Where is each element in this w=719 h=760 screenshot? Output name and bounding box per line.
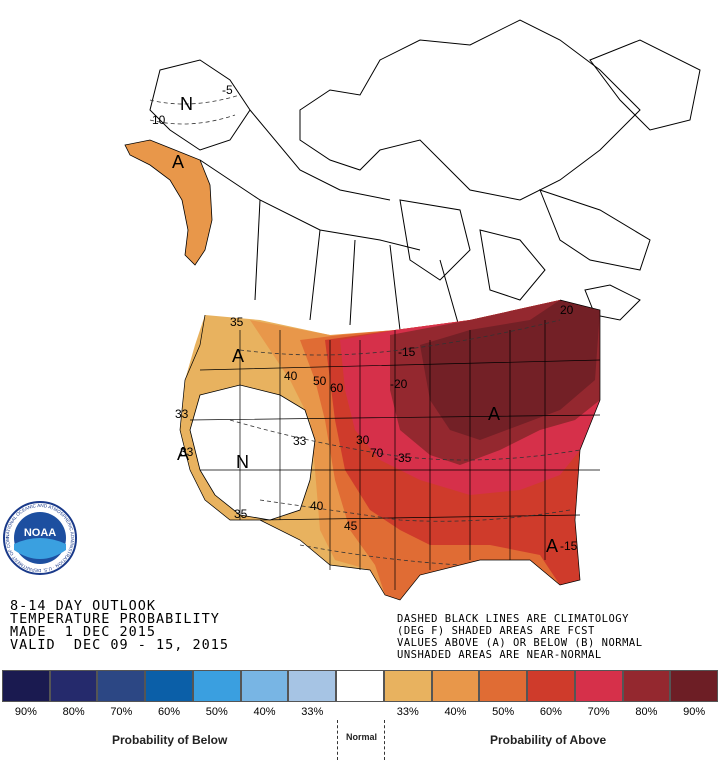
legend-swatch xyxy=(479,670,528,702)
legend-swatch xyxy=(49,670,98,702)
note-line: DASHED BLACK LINES ARE CLIMATOLOGY xyxy=(397,613,629,625)
legend-label: 80% xyxy=(62,706,85,718)
contour-label: -5 xyxy=(222,83,233,97)
coastlines xyxy=(149,19,701,331)
legend: 90% 80% 70% 60% 50% 40% 33% 33% 40% 50% 60% 70% 80% 9… xyxy=(0,670,719,760)
contour-label: 30 xyxy=(356,433,370,447)
legend-swatch xyxy=(670,670,719,702)
label-a-west: A xyxy=(232,346,244,366)
climatology-contours xyxy=(149,94,581,566)
note-line: VALUES ABOVE (A) OR BELOW (B) NORMAL xyxy=(397,637,643,649)
contour-label: 70 xyxy=(370,446,384,460)
legend-label: 70% xyxy=(587,706,610,718)
legend-label: 33% xyxy=(396,706,419,718)
made-date: MADE 1 DEC 2015 xyxy=(10,624,157,640)
legend-label: 80% xyxy=(635,706,658,718)
contour-label: 33 xyxy=(293,434,307,448)
legend-label: 60% xyxy=(539,706,562,718)
legend-label: 90% xyxy=(14,706,37,718)
legend-swatch xyxy=(574,670,623,702)
contour-label: -15 xyxy=(398,345,416,359)
alaska-above-area xyxy=(124,139,213,266)
label-a-alaska: A xyxy=(172,152,184,172)
outlook-subtitle: TEMPERATURE PROBABILITY xyxy=(10,611,220,627)
label-a-northeast: A xyxy=(488,404,500,424)
probability-below-title: Probability of Below xyxy=(112,733,228,747)
legend-swatches xyxy=(2,670,719,702)
legend-swatch xyxy=(527,670,575,702)
contour-label: 20 xyxy=(560,303,574,317)
contour-label: 60 xyxy=(330,381,344,395)
legend-label: 70% xyxy=(110,706,133,718)
noaa-logo: NOAA NATIONAL OCEANIC AND ATMOSPHERIC AD… xyxy=(3,501,77,575)
note-line: (DEG F) SHADED AREAS ARE FCST xyxy=(397,625,595,637)
probability-above-title: Probability of Above xyxy=(490,733,607,747)
contour-label: -15 xyxy=(560,539,578,553)
label-a-coast: A xyxy=(177,444,189,464)
legend-swatch xyxy=(2,670,50,702)
contour-label: 40 xyxy=(284,369,298,383)
state-boundaries xyxy=(179,299,601,601)
legend-swatch xyxy=(622,670,671,702)
legend-swatch xyxy=(288,670,337,702)
legend-label: 40% xyxy=(253,706,276,718)
legend-label: 40% xyxy=(444,706,467,718)
legend-swatch xyxy=(240,670,289,702)
legend-label: 33% xyxy=(301,706,324,718)
contour-label: 45 xyxy=(344,519,358,533)
normal-divider-left xyxy=(337,720,338,760)
contour-label: 33 xyxy=(175,407,189,421)
contour-label: -35 xyxy=(394,451,412,465)
normal-divider-right xyxy=(384,720,385,760)
normal-title: Normal xyxy=(346,732,378,742)
contour-label: 35 xyxy=(230,315,244,329)
legend-label: 50% xyxy=(492,706,515,718)
contour-label: -20 xyxy=(390,377,408,391)
legend-swatch xyxy=(145,670,193,702)
label-n-west: N xyxy=(236,452,249,472)
legend-swatch xyxy=(431,670,480,702)
contour-label: 40 xyxy=(310,499,324,513)
contour-label: 10 xyxy=(152,113,166,127)
legend-label: 60% xyxy=(158,706,181,718)
label-a-florida: A xyxy=(546,536,558,556)
legend-swatch xyxy=(383,670,432,702)
noaa-logo-text: NOAA xyxy=(24,527,56,539)
legend-swatch xyxy=(97,670,146,702)
map-notes: DASHED BLACK LINES ARE CLIMATOLOGY (DEG F… xyxy=(397,613,643,661)
contour-label: 33 xyxy=(180,445,194,459)
contour-label: 35 xyxy=(234,507,248,521)
outlook-title: 8-14 DAY OUTLOOK xyxy=(10,598,157,614)
legend-swatch xyxy=(192,670,241,702)
note-line: UNSHADED AREAS ARE NEAR-NORMAL xyxy=(397,649,602,661)
outlook-map: A A A A A N N -5 10 35 40 50 60 33 33 33… xyxy=(3,19,701,601)
legend-label: 90% xyxy=(683,706,706,718)
outlook-header: 8-14 DAY OUTLOOK TEMPERATURE PROBABILITY M… xyxy=(10,598,230,653)
contour-label: 50 xyxy=(313,374,327,388)
valid-range: VALID DEC 09 - 15, 2015 xyxy=(10,637,230,653)
legend-label: 50% xyxy=(205,706,228,718)
legend-swatch xyxy=(336,670,384,702)
label-n-alaska: N xyxy=(180,94,193,114)
